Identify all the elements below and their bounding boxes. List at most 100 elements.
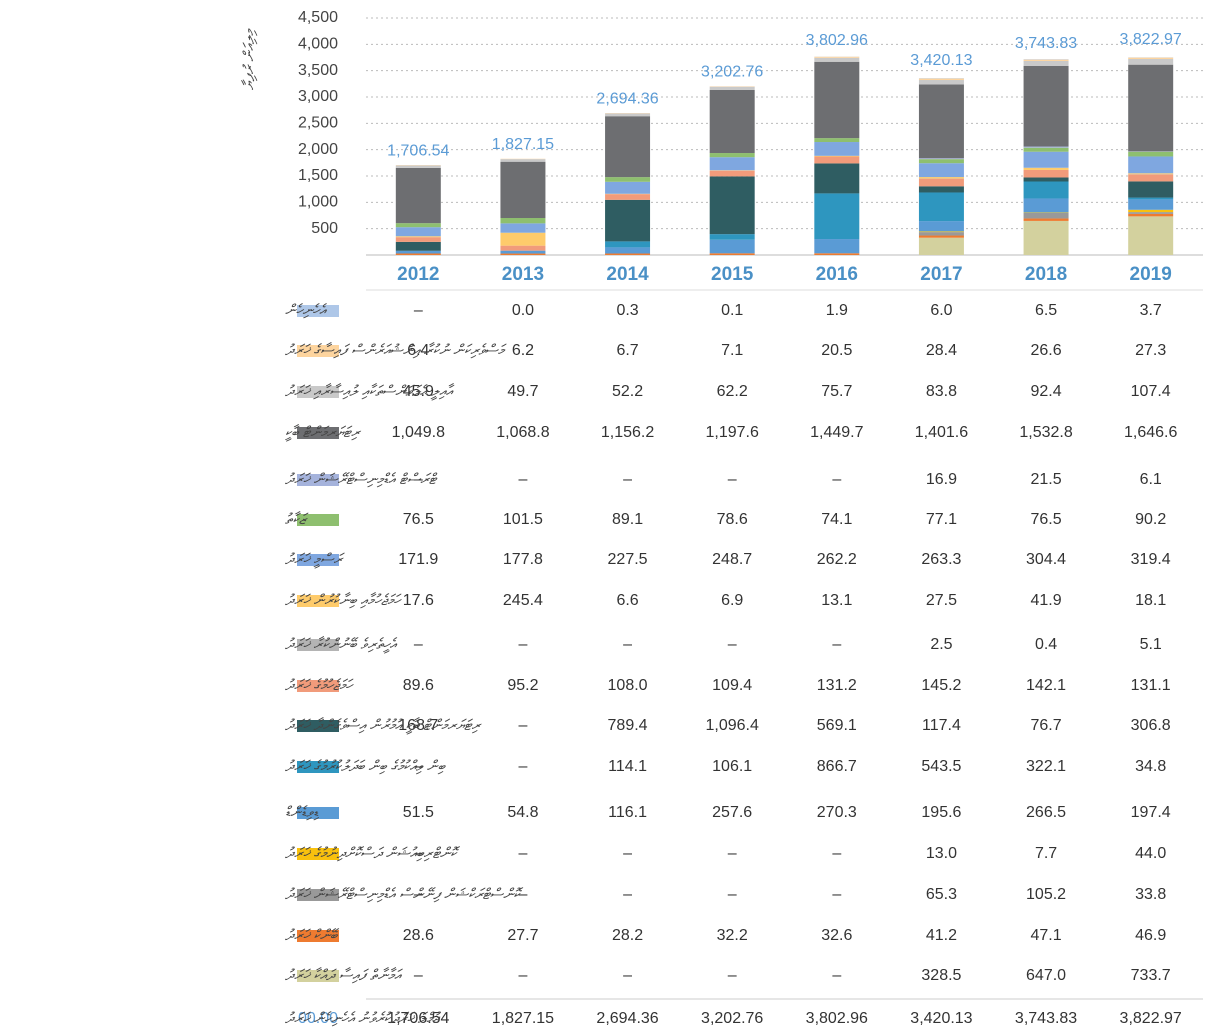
table-cell: 195.6 [921,804,961,821]
legend-swatch [297,807,339,819]
table-cell: 7.7 [1035,845,1057,862]
table-cell: 306.8 [1131,717,1171,734]
bar-segment [1128,57,1174,60]
table-cell: – [832,636,841,653]
table-cell: 197.4 [1131,804,1171,821]
bar-segment [918,78,964,81]
x-tick-label: 2014 [606,264,649,285]
legend-swatch [297,345,339,357]
bar-segment [709,86,755,90]
legend-label: ކޮންޓްރިބިއުޝަން ދަސްކޮށްދިނުމުގެ ޚަރަދު [284,845,461,862]
table-cell: 6.5 [1035,302,1057,319]
x-tick-label: 2017 [920,264,962,285]
table-cell: 52.2 [612,383,643,400]
table-cell: 28.2 [612,927,643,944]
table-cell: 116.1 [608,804,647,821]
bar-segment [918,158,964,160]
legend-swatch [297,427,339,439]
bar-segment [814,142,860,156]
table-cell: 28.6 [403,927,434,944]
legend-swatch [297,720,339,732]
table-cell: 145.2 [921,677,961,694]
table-cell: 78.6 [717,511,748,528]
table-cell: 13.1 [821,592,852,609]
table-cell: 227.5 [608,551,648,568]
table-cell: 106.1 [712,758,752,775]
table-cell: – [414,845,423,862]
bar-segment [1023,181,1069,199]
x-tick-label: 2015 [711,264,754,285]
total-name: ޖުމްލަ ޚަރަދުކުރެވުނު އެހެނިހެން ޚަރަދު [284,1010,442,1027]
bar-segment [605,177,651,182]
table-cell: 569.1 [817,717,857,734]
table-cell: – [518,845,527,862]
table-cell: 105.2 [1026,886,1066,903]
table-cell: – [414,967,423,984]
bar-segment [1128,64,1174,152]
total-label: 3,420.13 [910,52,972,69]
table-cell: – [832,471,841,488]
legend-label: ހަމަޖެހުމާއި ބިނާކުރުން ޚަރަދު [284,592,402,609]
bar-segment [1023,146,1069,148]
table-cell: – [728,886,737,903]
table-cell: 6.4 [407,342,429,359]
bar-segment [1128,59,1174,65]
bar-segment [814,57,860,62]
table-cell: – [414,886,423,903]
table-cell: 107.4 [1131,383,1171,400]
table-cell: 1,049.8 [392,424,445,441]
table-cell: – [728,845,737,862]
table-cell: 34.8 [1135,758,1166,775]
bar-segment [500,250,546,254]
table-cell: 1,646.6 [1124,424,1177,441]
table-cell: – [414,471,423,488]
table-cell: 75.7 [821,383,852,400]
table-cell: 0.3 [616,302,638,319]
table-cell: 168.7 [398,717,438,734]
legend-label: ބިން ވިއްކުމުގެ ބިން ބަދަލުކުރުމުގެ ޚަރަ… [284,758,447,775]
bar-segment [605,181,651,194]
x-tick-label: 2012 [397,264,439,285]
bar-segment [1128,151,1174,157]
legend-label: އާއިލީ އެލަވަންސްތަކާއި ލުއިސާރާއި ޚަރަދ… [284,383,454,401]
table-cell: 328.5 [921,967,961,984]
table-cell: 1,197.6 [705,424,758,441]
bar-segment [1023,198,1069,213]
legend-swatch [297,930,339,942]
table-cell: 51.5 [403,804,434,821]
bar-segment [1023,167,1069,170]
bar-segment [1128,216,1174,255]
table-cell: 304.4 [1026,551,1066,568]
table-cell: 27.3 [1135,342,1166,359]
bar-segment [1128,199,1174,210]
bar-segment [709,239,755,254]
table-cell: 108.0 [608,677,648,694]
bar-segment [918,221,964,232]
legend-label: އަމާނާތް ފައިސާ ދައްކާ ޚަރަދު [284,967,403,984]
bar-segment [605,241,651,248]
table-cell: 18.1 [1135,592,1166,609]
bar-segment [1023,147,1069,152]
table-cell: 41.2 [926,927,957,944]
table-cell: – [623,471,632,488]
bar-segment [605,253,651,255]
y-tick-label: 1,500 [298,167,338,184]
table-cell: 0.4 [1035,636,1057,653]
bar-segment [918,237,964,255]
bar-segment [395,227,441,237]
table-cell: 647.0 [1026,967,1066,984]
table-cell: 45.9 [403,383,434,400]
legend-label: ރިޓަޔަރމަންޓް ބާކީ އުމުރުން އިސްވެގެންދާ… [284,717,483,735]
legend-label: ޓްރަސްޓް އެޑްމިނިސްޓްރޭޝަން ޚަރަދު [284,471,438,488]
table-cell: – [518,636,527,653]
table-cell: 54.8 [507,804,538,821]
table-cell: – [832,845,841,862]
bar-segment [605,116,651,178]
table-cell: 0.0 [512,302,534,319]
bar-segment [814,155,860,157]
table-cell: – [623,886,632,903]
bar-segment [1128,181,1174,198]
legend-label: މަސްވެރިކަން ނުކުރާ އިންޝުއަރެންސް ފައިސ… [284,342,507,359]
table-cell: 46.9 [1135,927,1166,944]
y-tick-label: 500 [311,220,338,237]
